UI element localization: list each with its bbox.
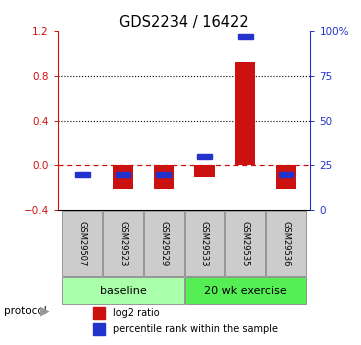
Text: baseline: baseline	[100, 286, 146, 296]
Bar	[93, 307, 105, 319]
Text: GSM29529: GSM29529	[159, 221, 168, 266]
Text: protocol: protocol	[4, 306, 46, 316]
Bar	[276, 165, 296, 189]
Bar	[156, 171, 171, 177]
Bar	[197, 154, 212, 159]
Text: GSM29523: GSM29523	[118, 221, 127, 266]
Text: GSM29507: GSM29507	[78, 221, 87, 266]
Bar	[113, 165, 133, 189]
FancyBboxPatch shape	[103, 211, 143, 276]
FancyBboxPatch shape	[266, 211, 306, 276]
FancyBboxPatch shape	[184, 211, 225, 276]
Bar	[93, 323, 105, 335]
Bar	[238, 33, 253, 39]
FancyBboxPatch shape	[62, 277, 184, 304]
Text: ▶: ▶	[40, 305, 50, 318]
Text: GSM29533: GSM29533	[200, 221, 209, 266]
Text: GSM29535: GSM29535	[241, 221, 250, 266]
Bar	[153, 165, 174, 189]
Bar	[194, 165, 215, 177]
FancyBboxPatch shape	[62, 211, 102, 276]
Bar	[75, 171, 90, 177]
FancyBboxPatch shape	[225, 211, 265, 276]
Bar	[235, 62, 256, 165]
Title: GDS2234 / 16422: GDS2234 / 16422	[119, 15, 249, 30]
Text: GSM29536: GSM29536	[282, 221, 291, 266]
Bar	[279, 171, 293, 177]
Bar	[116, 171, 130, 177]
Text: percentile rank within the sample: percentile rank within the sample	[113, 324, 278, 334]
FancyBboxPatch shape	[144, 211, 184, 276]
Text: log2 ratio: log2 ratio	[113, 308, 160, 318]
Text: 20 wk exercise: 20 wk exercise	[204, 286, 287, 296]
FancyBboxPatch shape	[184, 277, 306, 304]
